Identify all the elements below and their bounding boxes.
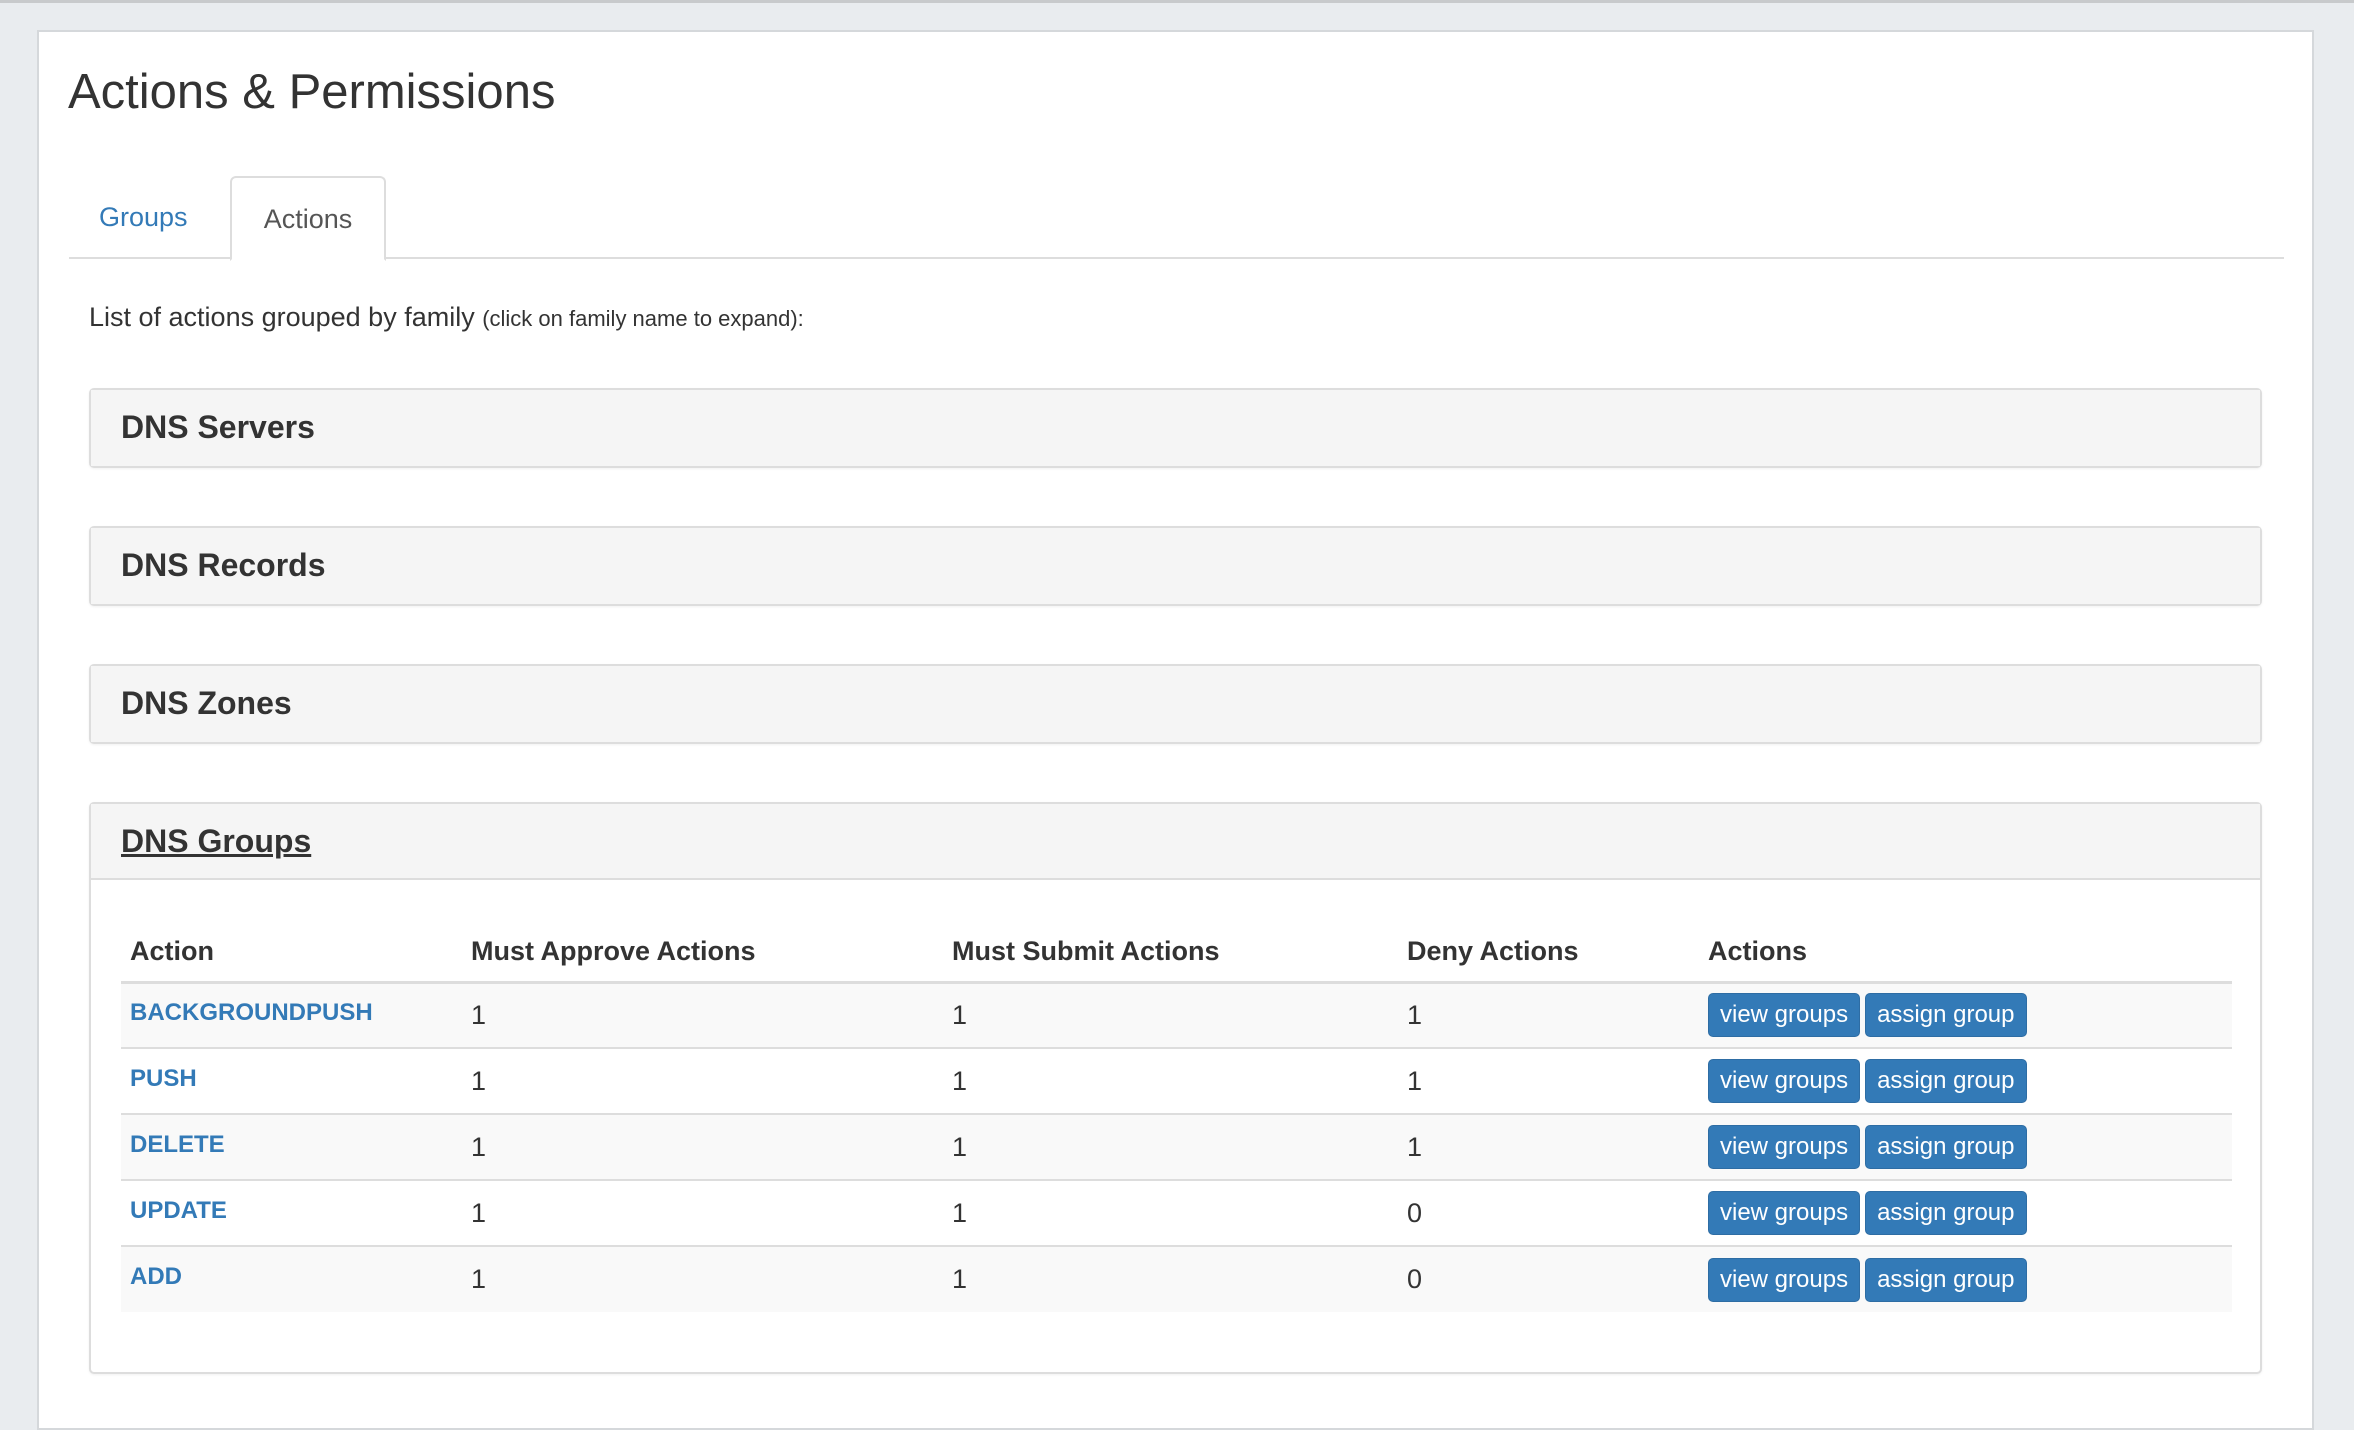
assign-group-button[interactable]: assign group <box>1865 1059 2027 1103</box>
row-actions: view groups assign group <box>1699 1047 2232 1114</box>
action-link[interactable]: UPDATE <box>130 1196 227 1224</box>
family-name[interactable]: DNS Records <box>121 547 326 583</box>
action-link[interactable]: ADD <box>130 1263 182 1290</box>
must-approve-value: 1 <box>462 1113 943 1180</box>
table-row: ADD 1 1 0 view groups assign group <box>121 1245 2232 1312</box>
family-panel-dns-records: DNS Records <box>89 526 2262 606</box>
col-must-submit: Must Submit Actions <box>943 910 1398 984</box>
must-approve-value: 1 <box>462 1047 943 1114</box>
must-submit-value: 1 <box>943 1245 1398 1312</box>
action-cell: DELETE <box>121 1113 462 1180</box>
row-actions: view groups assign group <box>1699 1113 2232 1180</box>
table-row: PUSH 1 1 1 view groups assign group <box>121 1047 2232 1114</box>
page-title: Actions & Permissions <box>68 65 556 119</box>
deny-value: 0 <box>1398 1179 1699 1246</box>
col-must-approve: Must Approve Actions <box>462 910 943 984</box>
must-submit-value: 1 <box>943 982 1398 1048</box>
intro-text: List of actions grouped by family (click… <box>89 302 804 333</box>
deny-value: 1 <box>1398 982 1699 1048</box>
must-approve-value: 1 <box>462 982 943 1048</box>
family-name[interactable]: DNS Servers <box>121 409 315 445</box>
tab-bar: Groups Actions <box>69 176 2284 261</box>
action-cell: ADD <box>121 1245 462 1312</box>
family-panel-dns-groups: DNS Groups Action Must Approve Actions M… <box>89 802 2262 1374</box>
col-deny: Deny Actions <box>1398 910 1699 984</box>
actions-table: Action Must Approve Actions Must Submit … <box>121 910 2232 1312</box>
tab-actions[interactable]: Actions <box>230 176 386 261</box>
view-groups-button[interactable]: view groups <box>1708 1257 1861 1302</box>
family-header[interactable]: DNS Zones <box>91 666 2260 742</box>
view-groups-button[interactable]: view groups <box>1708 1059 1861 1103</box>
must-submit-value: 1 <box>943 1113 1398 1180</box>
family-panel-dns-servers: DNS Servers <box>89 388 2262 468</box>
col-actions: Actions <box>1699 910 2232 984</box>
family-header[interactable]: DNS Groups <box>91 804 2260 880</box>
row-actions: view groups assign group <box>1699 1179 2232 1246</box>
assign-group-button[interactable]: assign group <box>1865 993 2027 1038</box>
family-header[interactable]: DNS Records <box>91 528 2260 604</box>
table-header-row: Action Must Approve Actions Must Submit … <box>121 910 2232 984</box>
table-row: UPDATE 1 1 0 view groups assign group <box>121 1179 2232 1246</box>
table-row: BACKGROUNDPUSH 1 1 1 view groups assign group <box>121 982 2232 1048</box>
deny-value: 1 <box>1398 1047 1699 1114</box>
must-approve-value: 1 <box>462 1179 943 1246</box>
view-groups-button[interactable]: view groups <box>1708 1125 1861 1169</box>
assign-group-button[interactable]: assign group <box>1865 1125 2027 1169</box>
table-row: DELETE 1 1 1 view groups assign group <box>121 1113 2232 1180</box>
assign-group-button[interactable]: assign group <box>1865 1257 2027 1302</box>
deny-value: 1 <box>1398 1113 1699 1180</box>
col-action: Action <box>121 910 462 984</box>
main-card: Actions & Permissions Groups Actions Lis… <box>37 30 2314 1430</box>
must-submit-value: 1 <box>943 1047 1398 1114</box>
row-actions: view groups assign group <box>1699 982 2232 1048</box>
family-header[interactable]: DNS Servers <box>91 390 2260 466</box>
must-submit-value: 1 <box>943 1179 1398 1246</box>
assign-group-button[interactable]: assign group <box>1865 1191 2027 1235</box>
family-name[interactable]: DNS Groups <box>121 823 312 859</box>
intro-main: List of actions grouped by family <box>89 302 483 332</box>
view-groups-button[interactable]: view groups <box>1708 993 1861 1038</box>
action-link[interactable]: PUSH <box>130 1064 197 1092</box>
action-cell: UPDATE <box>121 1179 462 1246</box>
must-approve-value: 1 <box>462 1245 943 1312</box>
action-cell: BACKGROUNDPUSH <box>121 982 462 1048</box>
family-name[interactable]: DNS Zones <box>121 685 292 721</box>
deny-value: 0 <box>1398 1245 1699 1312</box>
action-cell: PUSH <box>121 1047 462 1114</box>
row-actions: view groups assign group <box>1699 1245 2232 1312</box>
tab-groups[interactable]: Groups <box>99 202 188 232</box>
family-panel-dns-zones: DNS Zones <box>89 664 2262 744</box>
view-groups-button[interactable]: view groups <box>1708 1191 1861 1235</box>
action-link[interactable]: BACKGROUNDPUSH <box>130 998 373 1026</box>
intro-hint: (click on family name to expand): <box>482 306 804 331</box>
action-link[interactable]: DELETE <box>130 1130 225 1158</box>
